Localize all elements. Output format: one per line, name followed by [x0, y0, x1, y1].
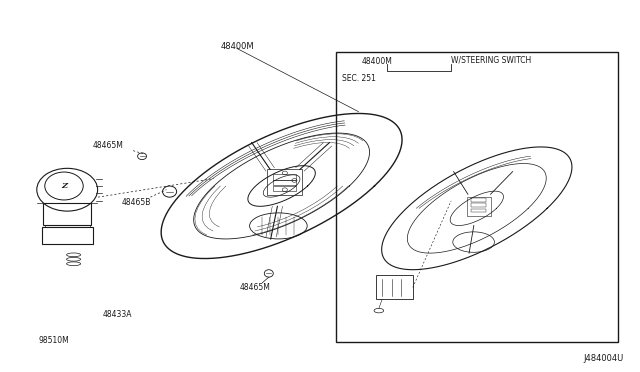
- Text: 48465B: 48465B: [122, 198, 151, 207]
- Bar: [336, 52, 618, 342]
- Bar: [42, 227, 93, 244]
- Bar: [273, 186, 296, 191]
- Bar: [273, 180, 296, 185]
- Text: 98510M: 98510M: [38, 336, 69, 345]
- Text: Z: Z: [61, 182, 67, 190]
- Text: J484004U: J484004U: [584, 354, 624, 363]
- Bar: [471, 203, 486, 207]
- Bar: [44, 203, 92, 225]
- Bar: [376, 275, 413, 299]
- Text: 48465M: 48465M: [240, 283, 271, 292]
- Bar: [471, 198, 486, 202]
- Text: 48400M: 48400M: [221, 42, 255, 51]
- Text: 48465M: 48465M: [93, 141, 124, 150]
- Text: W/STEERING SWITCH: W/STEERING SWITCH: [451, 55, 531, 64]
- Bar: [467, 197, 491, 216]
- Text: 48433A: 48433A: [102, 310, 132, 319]
- Bar: [273, 174, 296, 180]
- Text: SEC. 251: SEC. 251: [342, 74, 376, 83]
- Bar: [471, 209, 486, 212]
- Text: 48400M: 48400M: [362, 57, 392, 66]
- Bar: [268, 169, 302, 195]
